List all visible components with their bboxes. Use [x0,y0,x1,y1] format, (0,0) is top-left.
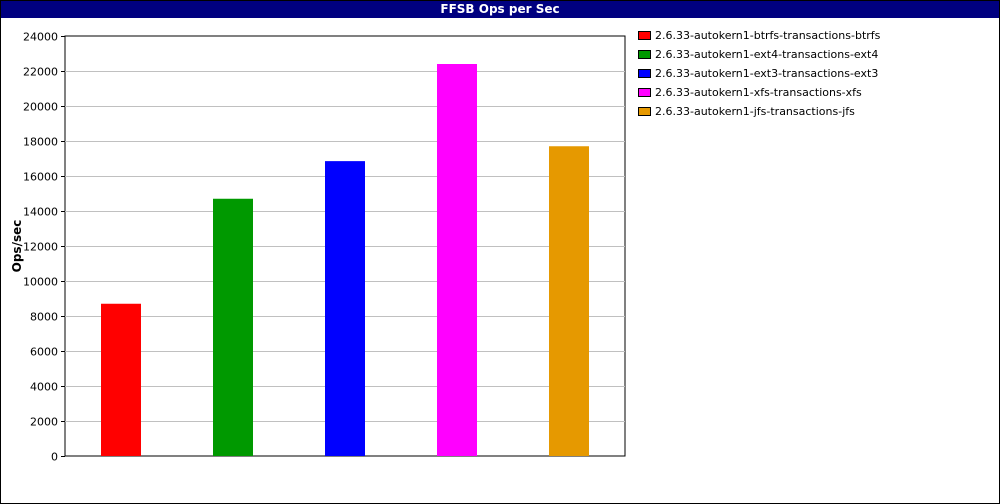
legend-item: 2.6.33-autokern1-ext4-transactions-ext4 [638,45,880,64]
chart-title: FFSB Ops per Sec [1,1,999,18]
y-tick-label: 14000 [23,206,58,219]
legend-label: 2.6.33-autokern1-ext4-transactions-ext4 [655,48,879,61]
legend-swatch [638,88,651,97]
legend-swatch [638,31,651,40]
y-tick-label: 18000 [23,136,58,149]
bars [101,64,589,456]
legend: 2.6.33-autokern1-btrfs-transactions-btrf… [638,26,880,121]
legend-item: 2.6.33-autokern1-btrfs-transactions-btrf… [638,26,880,45]
y-tick-label: 16000 [23,171,58,184]
y-tick-label: 4000 [30,381,58,394]
y-tick-label: 0 [51,451,58,464]
bar-4 [437,64,477,456]
y-tick-label: 6000 [30,346,58,359]
legend-swatch [638,50,651,59]
legend-label: 2.6.33-autokern1-xfs-transactions-xfs [655,86,862,99]
legend-item: 2.6.33-autokern1-ext3-transactions-ext3 [638,64,880,83]
bar-2 [213,198,253,456]
y-tick-label: 20000 [23,101,58,114]
bar-1 [101,303,141,456]
y-tick-label: 8000 [30,311,58,324]
legend-item: 2.6.33-autokern1-jfs-transactions-jfs [638,102,880,121]
legend-label: 2.6.33-autokern1-btrfs-transactions-btrf… [655,29,881,42]
y-tick-label: 22000 [23,66,58,79]
y-tick-label: 10000 [23,276,58,289]
legend-label: 2.6.33-autokern1-ext3-transactions-ext3 [655,67,879,80]
y-tick-label: 2000 [30,416,58,429]
legend-swatch [638,107,651,116]
y-axis-title: Ops/sec [10,220,24,273]
y-tick-label: 24000 [23,31,58,44]
y-tick-label: 12000 [23,241,58,254]
legend-swatch [638,69,651,78]
bar-3 [325,161,365,456]
bar-5 [549,146,589,456]
y-axis-ticks: 0 2000 4000 6000 8000 10000 12000 14000 16000 180… [23,31,65,464]
legend-item: 2.6.33-autokern1-xfs-transactions-xfs [638,83,880,102]
legend-label: 2.6.33-autokern1-jfs-transactions-jfs [655,105,855,118]
